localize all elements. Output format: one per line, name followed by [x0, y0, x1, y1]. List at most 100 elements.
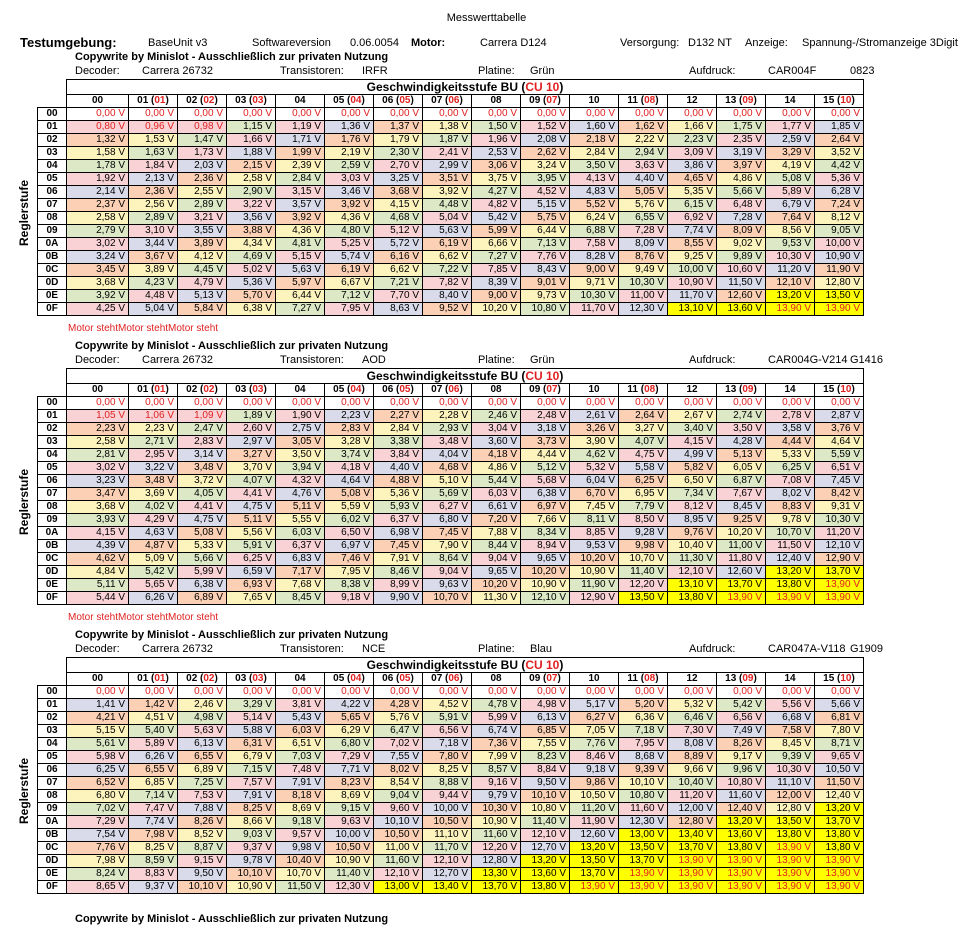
row-label: 08 [37, 500, 67, 514]
table-cell: 8,45 V [716, 500, 766, 514]
table-cell: 8,26 V [716, 737, 766, 751]
table-cell: 4,65 V [667, 172, 717, 186]
table-cell: 3,70 V [226, 461, 276, 475]
table-cell: 6,97 V [520, 500, 570, 514]
table-cell: 7,54 V [66, 828, 129, 842]
row-label: 0B [37, 828, 67, 842]
table-cell: 5,10 V [422, 474, 472, 488]
table-cell: 1,90 V [275, 409, 325, 423]
table-cell: 9,01 V [520, 276, 570, 290]
table-cell: 3,22 V [128, 461, 178, 475]
table-cell: 13,90 V [716, 591, 766, 605]
table-cell: 3,51 V [422, 172, 472, 186]
table-cell: 6,26 V [128, 591, 178, 605]
table-cell: 0,00 V [275, 107, 325, 121]
table-cell: 6,05 V [716, 461, 766, 475]
table-cell: 5,59 V [814, 448, 864, 462]
table-cell: 1,42 V [128, 698, 178, 712]
table-cell: 13,70 V [814, 815, 864, 829]
table-cell: 13,80 V [520, 880, 570, 894]
table-cell: 5,36 V [226, 276, 276, 290]
table-cell: 7,95 V [324, 302, 374, 316]
table-cell: 2,19 V [324, 146, 374, 160]
table-cell: 4,80 V [324, 224, 374, 238]
table-cell: 8,39 V [471, 276, 521, 290]
table-cell: 2,14 V [66, 185, 129, 199]
table-cell: 5,04 V [128, 302, 178, 316]
table-cell: 4,63 V [128, 526, 178, 540]
table-cell: 3,24 V [520, 159, 570, 173]
table-cell: 13,90 V [667, 854, 717, 868]
table-cell: 2,13 V [128, 172, 178, 186]
table-cell: 9,52 V [422, 302, 472, 316]
table-cell: 9,25 V [716, 513, 766, 527]
table-cell: 10,50 V [569, 789, 619, 803]
versorgung-value: D132 NT [688, 37, 733, 49]
table-cell: 9,53 V [765, 237, 815, 251]
table-cell: 4,51 V [128, 711, 178, 725]
code-value: G1416 [850, 354, 884, 366]
table-cell: 4,44 V [520, 448, 570, 462]
table-cell: 9,37 V [128, 880, 178, 894]
table-cell: 5,89 V [765, 185, 815, 199]
table-row: 0E 8,24 V 8,83 V 9,50 V 10,10 V 10,70 V 11,40 … [37, 867, 864, 881]
table-cell: 9,53 V [569, 539, 619, 553]
table-cell: 8,84 V [520, 763, 570, 777]
row-label: 03 [37, 146, 67, 160]
table-cell: 7,98 V [66, 854, 129, 868]
table-cell: 6,88 V [569, 224, 619, 238]
row-label: 02 [37, 422, 67, 436]
table-cell: 8,25 V [422, 763, 472, 777]
table-cell: 9,50 V [520, 776, 570, 790]
table-cell: 7,22 V [422, 263, 472, 277]
table-cell: 13,90 V [814, 867, 864, 881]
column-header-main: 00 [91, 384, 104, 396]
table-cell: 8,46 V [569, 750, 619, 764]
table-cell: 6,95 V [618, 487, 668, 501]
column-header: 09 (07) [520, 94, 570, 108]
table-cell: 2,75 V [275, 422, 325, 436]
table-cell: 2,30 V [373, 146, 423, 160]
table-cell: 11,00 V [618, 289, 668, 303]
table-cell: 1,66 V [226, 133, 276, 147]
table-cell: 4,79 V [177, 276, 227, 290]
table-cell: 0,96 V [128, 120, 178, 134]
table-cell: 7,58 V [765, 724, 815, 738]
table-cell: 9,18 V [324, 591, 374, 605]
table-cell: 0,80 V [66, 120, 129, 134]
table-cell: 6,59 V [226, 565, 276, 579]
table-cell: 5,84 V [177, 302, 227, 316]
table-title: Geschwindigkeitsstufe BU (CU 10) [66, 657, 864, 673]
table-cell: 3,48 V [128, 474, 178, 488]
column-header-main: 15 ( [823, 384, 841, 396]
table-cell: 7,88 V [471, 526, 521, 540]
table-cell: 2,22 V [618, 133, 668, 147]
table-cell: 1,38 V [422, 120, 472, 134]
table-cell: 4,98 V [520, 698, 570, 712]
table-row: 0C 4,62 V 5,09 V 5,66 V 6,25 V 6,83 V 7,46 V 7,… [37, 552, 864, 566]
table-cell: 8,46 V [373, 565, 423, 579]
table-cell: 3,03 V [324, 172, 374, 186]
table-cell: 8,85 V [569, 526, 619, 540]
platine-value: Grün [530, 354, 555, 366]
table-cell: 5,05 V [618, 185, 668, 199]
column-header-main: 10 [588, 673, 600, 685]
table-cell: 10,80 V [520, 802, 570, 816]
table-cell: 0,00 V [422, 396, 472, 410]
table-cell: 3,57 V [275, 198, 325, 212]
table-cell: 7,99 V [471, 750, 521, 764]
table-cell: 4,23 V [128, 276, 178, 290]
table-cell: 6,50 V [667, 474, 717, 488]
table-cell: 6,27 V [569, 711, 619, 725]
table-cell: 13,80 V [765, 828, 815, 842]
column-header: 13 (09) [716, 672, 766, 686]
table-row: 09 2,79 V 3,10 V 3,55 V 3,88 V 4,36 V 4,80 V 5,… [37, 224, 864, 238]
table-cell: 1,63 V [128, 146, 178, 160]
table-cell: 1,37 V [373, 120, 423, 134]
table-cell: 8,95 V [667, 513, 717, 527]
table-cell: 11,20 V [667, 789, 717, 803]
table-cell: 6,24 V [569, 211, 619, 225]
table-cell: 8,45 V [765, 737, 815, 751]
column-header: 09 (07) [520, 672, 570, 686]
table-row: 0D 3,68 V 4,23 V 4,79 V 5,36 V 5,97 V 6,67 V 7,… [37, 276, 864, 290]
